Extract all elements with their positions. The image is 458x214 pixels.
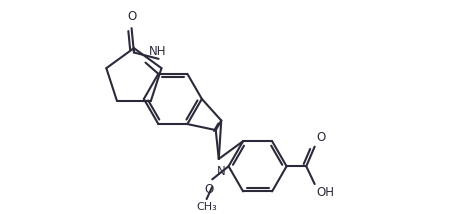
Text: O: O	[205, 183, 214, 196]
Text: O: O	[316, 131, 326, 144]
Text: CH₃: CH₃	[196, 202, 217, 212]
Text: NH: NH	[149, 45, 167, 58]
Text: OH: OH	[316, 186, 334, 199]
Text: O: O	[127, 10, 136, 24]
Text: N: N	[217, 165, 225, 178]
